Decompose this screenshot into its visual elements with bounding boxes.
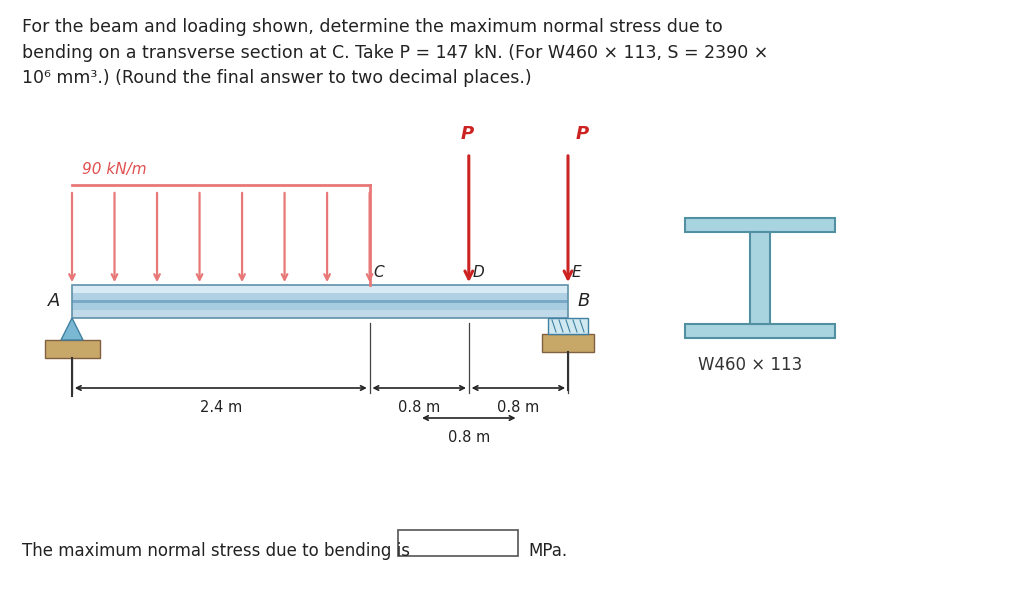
Text: W460 × 113: W460 × 113 [698,356,802,374]
Text: C: C [374,265,384,280]
Bar [72,293,568,300]
Text: 2.4 m: 2.4 m [200,400,242,415]
Text: 0.8 m: 0.8 m [447,430,489,445]
Text: The maximum normal stress due to bending is: The maximum normal stress due to bending… [22,542,410,560]
Bar [548,318,588,334]
Text: A: A [48,293,60,310]
Text: E: E [572,265,582,280]
Bar [685,324,835,338]
Text: P: P [460,125,473,143]
Bar [72,285,568,318]
Text: P: P [575,125,589,143]
Bar [542,334,594,352]
Polygon shape [61,318,83,340]
Text: 90 kN/m: 90 kN/m [82,162,146,177]
Bar [750,232,770,324]
Text: For the beam and loading shown, determine the maximum normal stress due to
bendi: For the beam and loading shown, determin… [22,18,768,87]
Bar [72,303,568,310]
Text: MPa.: MPa. [528,542,567,560]
Bar [72,300,568,303]
Text: D: D [473,265,484,280]
Text: 0.8 m: 0.8 m [398,400,440,415]
Bar [685,218,835,232]
Text: B: B [578,293,591,310]
Bar [398,530,518,556]
Bar [72,285,568,293]
Text: 0.8 m: 0.8 m [498,400,540,415]
Bar [44,340,99,358]
Bar [72,310,568,318]
